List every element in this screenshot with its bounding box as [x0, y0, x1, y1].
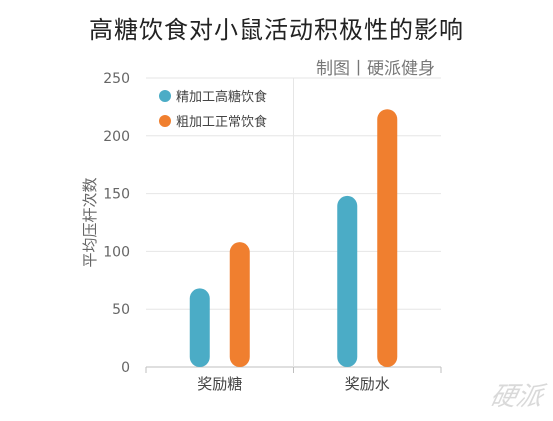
bar-series-2	[377, 109, 398, 367]
chart-title: 高糖饮食对小鼠活动积极性的影响	[89, 16, 464, 44]
bar-series-1	[337, 195, 358, 367]
legend-label: 粗加工正常饮食	[176, 114, 267, 130]
y-tick-label: 0	[121, 360, 130, 376]
x-category-label: 奖励糖	[197, 375, 242, 393]
bar-series-1	[189, 288, 210, 367]
credit-text: 制图丨硬派健身	[316, 59, 435, 79]
y-tick-label: 50	[112, 302, 130, 318]
y-tick-label: 200	[103, 129, 130, 145]
y-tick-label: 150	[103, 187, 130, 203]
y-tick-label: 250	[103, 71, 130, 87]
x-category-label: 奖励水	[345, 375, 390, 393]
legend-marker	[159, 115, 171, 127]
watermark-logo: 硬派	[487, 382, 546, 412]
y-tick-label: 100	[103, 244, 130, 260]
legend-label: 精加工高糖饮食	[176, 89, 267, 105]
legend-marker	[159, 90, 171, 102]
y-axis-title: 平均压杆次数	[81, 177, 99, 267]
bar-series-2	[229, 242, 250, 367]
